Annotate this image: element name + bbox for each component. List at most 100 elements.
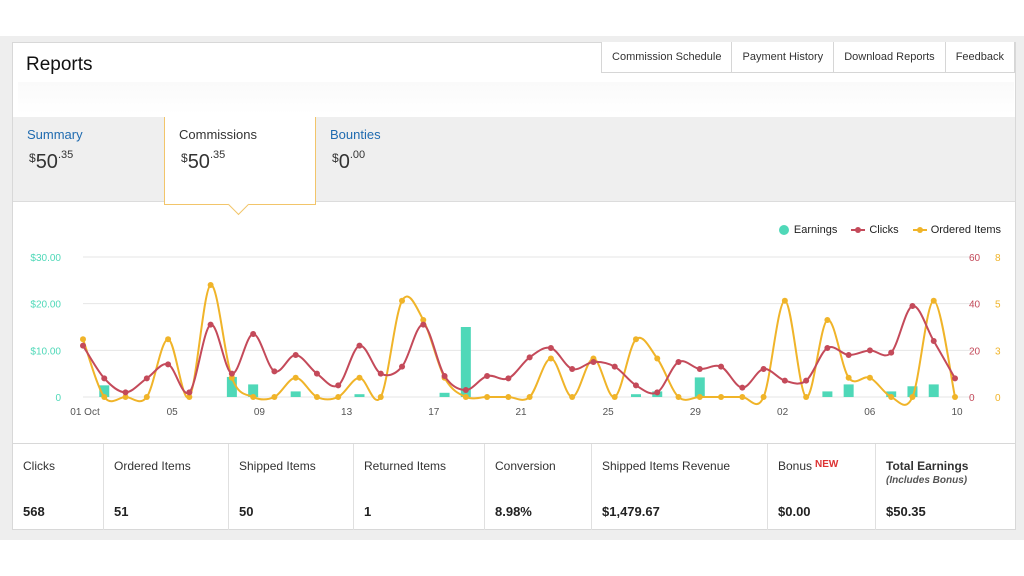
- stat-bonus: Bonus NEW $0.00: [768, 444, 876, 530]
- clicks-point: [760, 366, 767, 372]
- top-nav: Commission Schedule Payment History Down…: [601, 42, 1015, 73]
- earnings-bar: [99, 385, 110, 397]
- ordered-items-point: [462, 394, 469, 400]
- clicks-point: [781, 377, 788, 384]
- chart-legend: Earnings Clicks Ordered Items: [778, 224, 1001, 236]
- commission-schedule-link[interactable]: Commission Schedule: [601, 42, 732, 73]
- tab-summary[interactable]: Summary $50.35: [13, 117, 163, 201]
- clicks-point: [909, 303, 916, 309]
- clicks-point: [80, 342, 86, 349]
- stats-row: Clicks 568 Ordered Items 51 Shipped Item…: [13, 443, 1015, 530]
- ordered-items-point: [930, 297, 937, 304]
- left-axis-tick: $10.00: [30, 346, 61, 357]
- right-axis-clicks-tick: 0: [969, 393, 975, 404]
- filter-bar: [18, 82, 1014, 114]
- ordered-items-point: [611, 394, 618, 400]
- stat-revenue-label: Shipped Items Revenue: [602, 459, 731, 473]
- ordered-items-point: [675, 394, 682, 400]
- tab-bounties[interactable]: Bounties $0.00: [316, 117, 466, 201]
- clicks-point: [122, 389, 129, 396]
- tab-summary-amount: $50.35: [29, 149, 74, 173]
- tab-bounties-label: Bounties: [330, 127, 381, 142]
- earnings-bar: [822, 391, 833, 397]
- ordered-items-point: [824, 317, 831, 323]
- clicks-point: [803, 377, 810, 384]
- tab-commissions-amount: $50.35: [181, 149, 226, 173]
- earnings-bar: [226, 376, 237, 397]
- legend-earnings[interactable]: Earnings: [778, 224, 837, 236]
- stat-total-earnings: Total Earnings (Includes Bonus) $50.35: [876, 444, 1015, 530]
- earnings-bar: [439, 392, 450, 397]
- earnings-bar: [460, 327, 471, 397]
- x-axis-tick: 09: [254, 407, 266, 418]
- stat-ordered-label: Ordered Items: [114, 459, 191, 473]
- clicks-point: [356, 342, 363, 349]
- legend-ordered-items[interactable]: Ordered Items: [912, 224, 1001, 236]
- legend-ordered-label: Ordered Items: [930, 224, 1001, 236]
- left-axis-tick: $20.00: [30, 300, 61, 311]
- clicks-point: [377, 370, 384, 377]
- clicks-legend-icon: [851, 227, 866, 233]
- tab-commissions[interactable]: Commissions $50.35: [164, 117, 316, 216]
- stat-returned-value: 1: [364, 504, 372, 519]
- ordered-items-point: [356, 374, 363, 381]
- stat-shipped-revenue: Shipped Items Revenue $1,479.67: [592, 444, 768, 530]
- earnings-bar: [354, 394, 365, 397]
- ordered-items-point: [250, 394, 257, 400]
- ordered-items-point: [377, 394, 384, 400]
- ordered-items-point: [739, 394, 746, 400]
- ordered-items-point: [909, 394, 916, 400]
- right-axis-clicks-tick: 60: [969, 253, 981, 264]
- payment-history-link[interactable]: Payment History: [731, 42, 834, 73]
- left-axis-tick: $30.00: [30, 253, 61, 264]
- ordered-items-point: [420, 317, 427, 323]
- earnings-bar: [907, 386, 918, 397]
- clicks-point: [654, 389, 661, 396]
- clicks-point: [675, 359, 682, 365]
- ordered-items-point: [101, 394, 108, 400]
- ordered-items-point: [952, 394, 958, 400]
- clicks-point: [250, 331, 257, 337]
- earnings-bar: [248, 384, 259, 397]
- x-axis-tick: 21: [515, 407, 527, 418]
- stat-shipped-value: 50: [239, 504, 254, 519]
- stat-shipped-items: Shipped Items 50: [229, 444, 354, 530]
- legend-clicks[interactable]: Clicks: [851, 224, 899, 236]
- stat-clicks-value: 568: [23, 504, 45, 519]
- earnings-bar: [290, 391, 301, 397]
- ordered-items-point: [696, 394, 703, 400]
- stat-ordered-value: 51: [114, 504, 129, 519]
- right-axis-ordered-tick: 5: [995, 300, 1001, 311]
- x-axis-tick: 10: [951, 407, 963, 418]
- x-axis-tick: 25: [603, 407, 615, 418]
- clicks-point: [930, 338, 937, 344]
- download-reports-link[interactable]: Download Reports: [833, 42, 945, 73]
- stat-clicks: Clicks 568: [13, 444, 104, 530]
- ordered-items-point: [80, 336, 86, 343]
- ordered-items-point: [781, 297, 788, 304]
- ordered-items-point: [122, 394, 129, 400]
- clicks-point: [696, 366, 703, 372]
- ordered-items-point: [207, 282, 214, 288]
- clicks-point: [484, 373, 491, 379]
- clicks-point: [165, 361, 172, 368]
- ordered-items-line: [82, 283, 956, 406]
- tab-commissions-label: Commissions: [179, 127, 258, 142]
- stat-shipped-label: Shipped Items: [239, 459, 316, 473]
- clicks-point: [462, 387, 469, 393]
- x-axis-tick: 01 Oct: [70, 407, 100, 418]
- left-axis-tick: 0: [55, 393, 61, 404]
- clicks-point: [845, 352, 852, 358]
- clicks-point: [526, 354, 533, 361]
- ordered-items-point: [866, 374, 873, 381]
- ordered-items-point: [335, 394, 342, 400]
- clicks-line: [82, 305, 956, 395]
- earnings-bar: [928, 384, 939, 397]
- feedback-link[interactable]: Feedback: [944, 42, 1015, 73]
- clicks-point: [313, 370, 320, 377]
- ordered-items-point: [845, 374, 852, 381]
- right-axis-clicks-tick: 20: [969, 346, 981, 357]
- ordered-items-point: [526, 394, 533, 400]
- ordered-items-point: [271, 394, 278, 400]
